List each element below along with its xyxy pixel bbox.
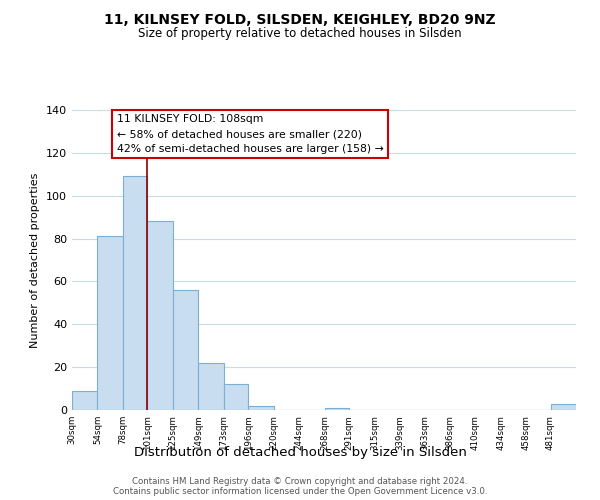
Text: Contains public sector information licensed under the Open Government Licence v3: Contains public sector information licen…: [113, 486, 487, 496]
Text: Size of property relative to detached houses in Silsden: Size of property relative to detached ho…: [138, 28, 462, 40]
Bar: [148, 222, 173, 410]
Text: Distribution of detached houses by size in Silsden: Distribution of detached houses by size …: [134, 446, 466, 459]
Text: 11, KILNSEY FOLD, SILSDEN, KEIGHLEY, BD20 9NZ: 11, KILNSEY FOLD, SILSDEN, KEIGHLEY, BD2…: [104, 12, 496, 26]
Bar: [551, 404, 576, 410]
Bar: [72, 390, 97, 410]
Bar: [325, 408, 349, 410]
Text: 11 KILNSEY FOLD: 108sqm
← 58% of detached houses are smaller (220)
42% of semi-d: 11 KILNSEY FOLD: 108sqm ← 58% of detache…: [116, 114, 383, 154]
Bar: [173, 290, 198, 410]
Bar: [248, 406, 274, 410]
Y-axis label: Number of detached properties: Number of detached properties: [31, 172, 40, 348]
Bar: [123, 176, 148, 410]
Bar: [97, 236, 123, 410]
Text: Contains HM Land Registry data © Crown copyright and database right 2024.: Contains HM Land Registry data © Crown c…: [132, 476, 468, 486]
Bar: [198, 363, 224, 410]
Bar: [224, 384, 248, 410]
